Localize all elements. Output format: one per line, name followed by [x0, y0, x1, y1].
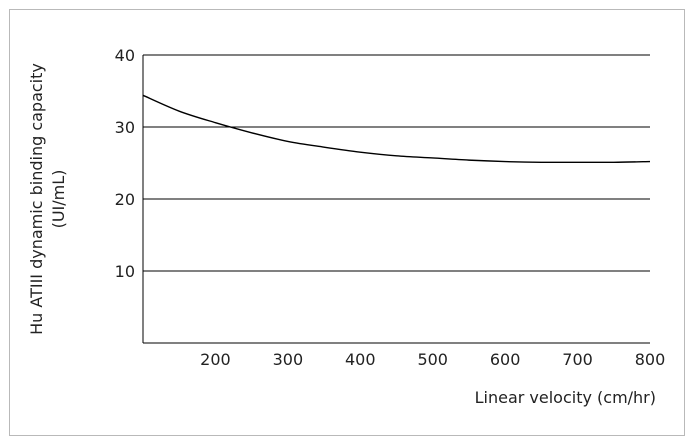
series-line-0: [142, 94, 651, 164]
x-tick-label: 500: [417, 350, 448, 369]
x-tick-label: 800: [635, 350, 666, 369]
series-group: [142, 94, 651, 164]
x-tick-label: 400: [345, 350, 376, 369]
x-tick-label: 200: [200, 350, 231, 369]
y-tick-label: 10: [115, 262, 135, 281]
y-tick-label: 20: [115, 190, 135, 209]
x-tick-label: 300: [273, 350, 304, 369]
x-tick-label: 600: [490, 350, 521, 369]
x-axis-ticks: 200 300 400 500 600 700 800: [200, 350, 665, 369]
x-tick-label: 700: [562, 350, 593, 369]
chart-frame: [9, 9, 685, 436]
y-axis-label-group: Hu ATIII dynamic binding capacity (UI/mL…: [27, 63, 68, 335]
y-tick-label: 40: [115, 46, 135, 65]
gridlines: [143, 54, 650, 272]
y-axis-label-line-1: Hu ATIII dynamic binding capacity: [27, 63, 46, 335]
x-axis-label: Linear velocity (cm/hr): [475, 388, 656, 407]
y-tick-label: 30: [115, 118, 135, 137]
y-axis-ticks: 10 20 30 40: [115, 46, 135, 281]
y-axis-label-line-2: (UI/mL): [49, 170, 68, 229]
axes: [142, 55, 650, 344]
